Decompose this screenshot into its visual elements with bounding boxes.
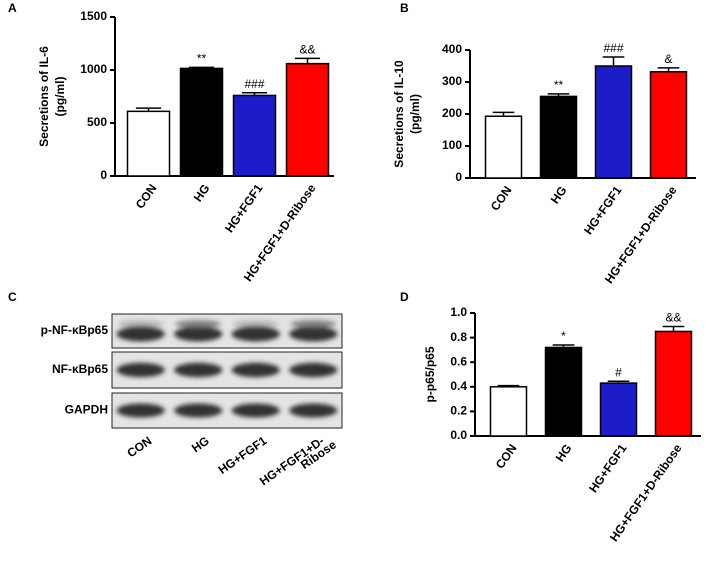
blot-bands <box>116 319 338 342</box>
y-tick-label: 1000 <box>80 62 107 76</box>
blot-band <box>289 326 338 342</box>
panel-letter: A <box>8 1 17 15</box>
x-tick-label: HG <box>553 442 575 465</box>
y-tick-label: 400 <box>442 42 462 56</box>
error-bar <box>492 111 515 117</box>
significance-label: && <box>665 311 681 325</box>
error-bar <box>662 325 685 332</box>
blot-band <box>117 319 164 329</box>
y-axis-label: p-p65/p65 <box>423 346 437 402</box>
y-tick-label: 0.2 <box>450 404 467 418</box>
y-axis-label: Secretions of IL-6 <box>37 46 51 147</box>
y-tick-label: 0.0 <box>450 428 467 442</box>
bar <box>232 94 277 177</box>
y-tick-label: 100 <box>442 138 462 152</box>
x-tick-label: HG+FGF1 <box>586 441 630 495</box>
y-tick-label: 0.6 <box>450 354 467 368</box>
significance-label: ### <box>244 77 264 91</box>
y-tick-label: 0 <box>455 170 462 184</box>
blot-band <box>116 403 165 418</box>
bar <box>179 67 224 177</box>
bar <box>539 95 578 179</box>
lane-label: CON <box>124 434 154 461</box>
significance-label: ** <box>554 78 564 92</box>
panel-letter: D <box>400 290 409 304</box>
blot-band <box>231 326 280 342</box>
bar <box>489 386 528 437</box>
blot-band <box>289 403 338 418</box>
x-tick-label: HG+FGF1 <box>222 181 266 235</box>
y-tick-label: 200 <box>442 106 462 120</box>
lane-label: HG <box>189 434 212 456</box>
row-label: NF-κBp65 <box>52 362 108 376</box>
blot-bands <box>116 403 338 418</box>
bar <box>654 330 693 437</box>
error-bar <box>294 57 321 64</box>
blot-band <box>231 362 280 378</box>
lane-label: HG+FGF1 <box>216 433 270 477</box>
bar <box>649 71 688 179</box>
bar <box>599 382 638 437</box>
error-bar <box>602 56 625 66</box>
panel-letter: C <box>8 290 17 304</box>
y-axis-label: (pg/ml) <box>53 77 67 117</box>
blot-band <box>231 403 280 418</box>
error-bar <box>135 107 162 112</box>
row-label: p-NF-κBp65 <box>41 323 109 337</box>
bar <box>484 115 523 179</box>
x-tick-label: CON <box>488 184 515 214</box>
y-tick-label: 300 <box>442 74 462 88</box>
blot-band <box>175 319 222 329</box>
significance-label: ** <box>197 52 207 66</box>
significance-label: && <box>299 43 315 57</box>
bar <box>126 110 171 177</box>
significance-label: # <box>615 365 622 379</box>
y-tick-label: 0.8 <box>450 330 467 344</box>
blot-band <box>290 319 337 329</box>
error-bar <box>657 67 680 72</box>
x-tick-label: CON <box>493 442 520 472</box>
blot-band <box>116 326 165 342</box>
error-bar <box>607 380 630 384</box>
x-tick-label: HG+FGF1 <box>581 183 625 237</box>
error-bar <box>241 92 268 96</box>
y-tick-label: 500 <box>87 115 107 129</box>
bar <box>285 62 330 177</box>
row-label: GAPDH <box>65 403 108 417</box>
blot-band <box>289 362 338 378</box>
significance-label: ### <box>603 41 623 55</box>
y-tick-label: 0 <box>100 168 107 182</box>
bar <box>594 65 633 179</box>
blot-band <box>232 319 279 329</box>
x-tick-label: HG <box>548 184 570 207</box>
y-axis-label: Secretions of IL-10 <box>392 60 406 168</box>
blot-band <box>174 362 223 378</box>
y-tick-label: 1.0 <box>450 305 467 319</box>
y-tick-label: 0.4 <box>450 379 467 393</box>
blot-band <box>116 362 165 378</box>
blot-band <box>174 326 223 342</box>
error-bar <box>188 66 215 69</box>
y-axis-label: (pg/ml) <box>408 94 422 134</box>
error-bar <box>552 344 575 348</box>
x-tick-label: CON <box>133 182 160 212</box>
error-bar <box>497 384 520 387</box>
significance-label: * <box>561 329 566 343</box>
panel-letter: B <box>400 1 409 15</box>
significance-label: & <box>664 52 672 66</box>
y-tick-label: 1500 <box>80 9 107 23</box>
bar <box>544 346 583 437</box>
error-bar <box>547 93 570 97</box>
x-tick-label: HG <box>191 182 213 205</box>
blot-band <box>174 403 223 418</box>
blot-bands <box>116 362 338 378</box>
